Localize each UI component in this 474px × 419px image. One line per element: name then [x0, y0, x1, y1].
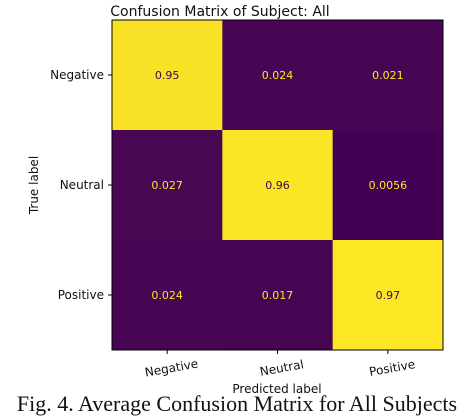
- heatmap-cell: [112, 130, 223, 241]
- cell-value-label: 0.027: [151, 179, 183, 192]
- y-axis-label: True label: [27, 156, 41, 215]
- x-tick-label: Neutral: [259, 357, 305, 378]
- heatmap-cell: [332, 130, 444, 241]
- cell-value-labels: 0.95 0.024 0.021 0.027 0.96 0.0056 0.024 0.017 0…: [151, 69, 407, 302]
- y-tick-label: Neutral: [60, 178, 104, 192]
- x-axis-label: Predicted label: [232, 382, 321, 396]
- heatmap-cell: [112, 240, 223, 351]
- heatmap-cell: [112, 20, 223, 131]
- x-tick-labels: Negative Neutral Positive: [144, 350, 416, 380]
- cell-value-label: 0.96: [265, 179, 290, 192]
- cell-value-label: 0.97: [376, 289, 401, 302]
- cell-value-label: 0.0056: [369, 179, 408, 192]
- cell-value-label: 0.95: [155, 69, 180, 82]
- heatmap-cell: [222, 240, 334, 351]
- cell-value-label: 0.017: [262, 289, 294, 302]
- heatmap-cell: [222, 130, 334, 241]
- chart-title: Confusion Matrix of Subject: All: [110, 4, 329, 20]
- cell-value-label: 0.024: [151, 289, 183, 302]
- cell-value-label: 0.024: [262, 69, 294, 82]
- heatmap-cell: [332, 20, 444, 131]
- figure-caption: Fig. 4. Average Confusion Matrix for All…: [16, 391, 458, 416]
- y-tick-label: Negative: [50, 68, 104, 82]
- x-tick-label: Positive: [368, 357, 416, 379]
- cell-value-label: 0.021: [372, 69, 404, 82]
- y-tick-labels: Negative Neutral Positive: [50, 68, 112, 302]
- heatmap-cells: [112, 20, 444, 351]
- heatmap-cell: [222, 20, 334, 131]
- x-tick-label: Negative: [144, 356, 199, 379]
- heatmap-cell: [332, 240, 444, 351]
- y-tick-label: Positive: [58, 288, 104, 302]
